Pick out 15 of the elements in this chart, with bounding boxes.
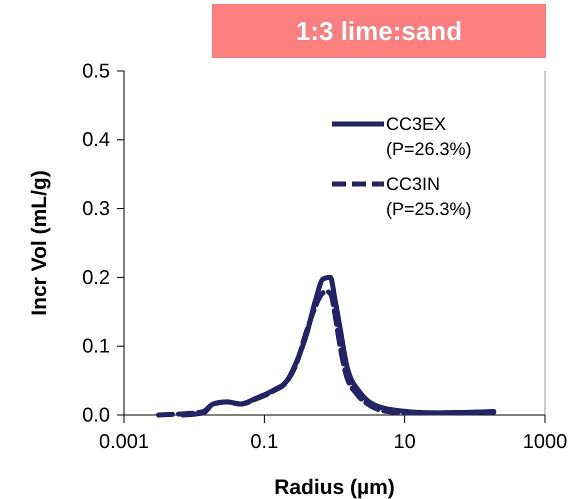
x-axis-title: Radius (µm) [274,476,395,499]
y-tick-label: 0.1 [82,336,110,358]
y-tick-label: 0.2 [82,266,110,289]
x-tick-label: 0.001 [98,431,150,453]
y-tick-label: 0.3 [82,198,110,220]
y-tick-label: 0.5 [82,60,110,82]
x-tick-label: 10 [394,431,416,453]
legend-label: CC3EX (P=26.3%) [386,114,472,160]
x-tick-label: 1000 [522,431,568,453]
y-tick-label: 0.4 [82,129,110,152]
legend-label: CC3IN (P=25.3%) [386,174,472,220]
chart-title: 1:3 lime:sand [296,16,462,46]
y-axis-title: Incr Vol (mL/g) [28,170,51,316]
y-tick-label: 0.0 [82,404,110,426]
x-tick-label: 0.1 [250,431,278,453]
